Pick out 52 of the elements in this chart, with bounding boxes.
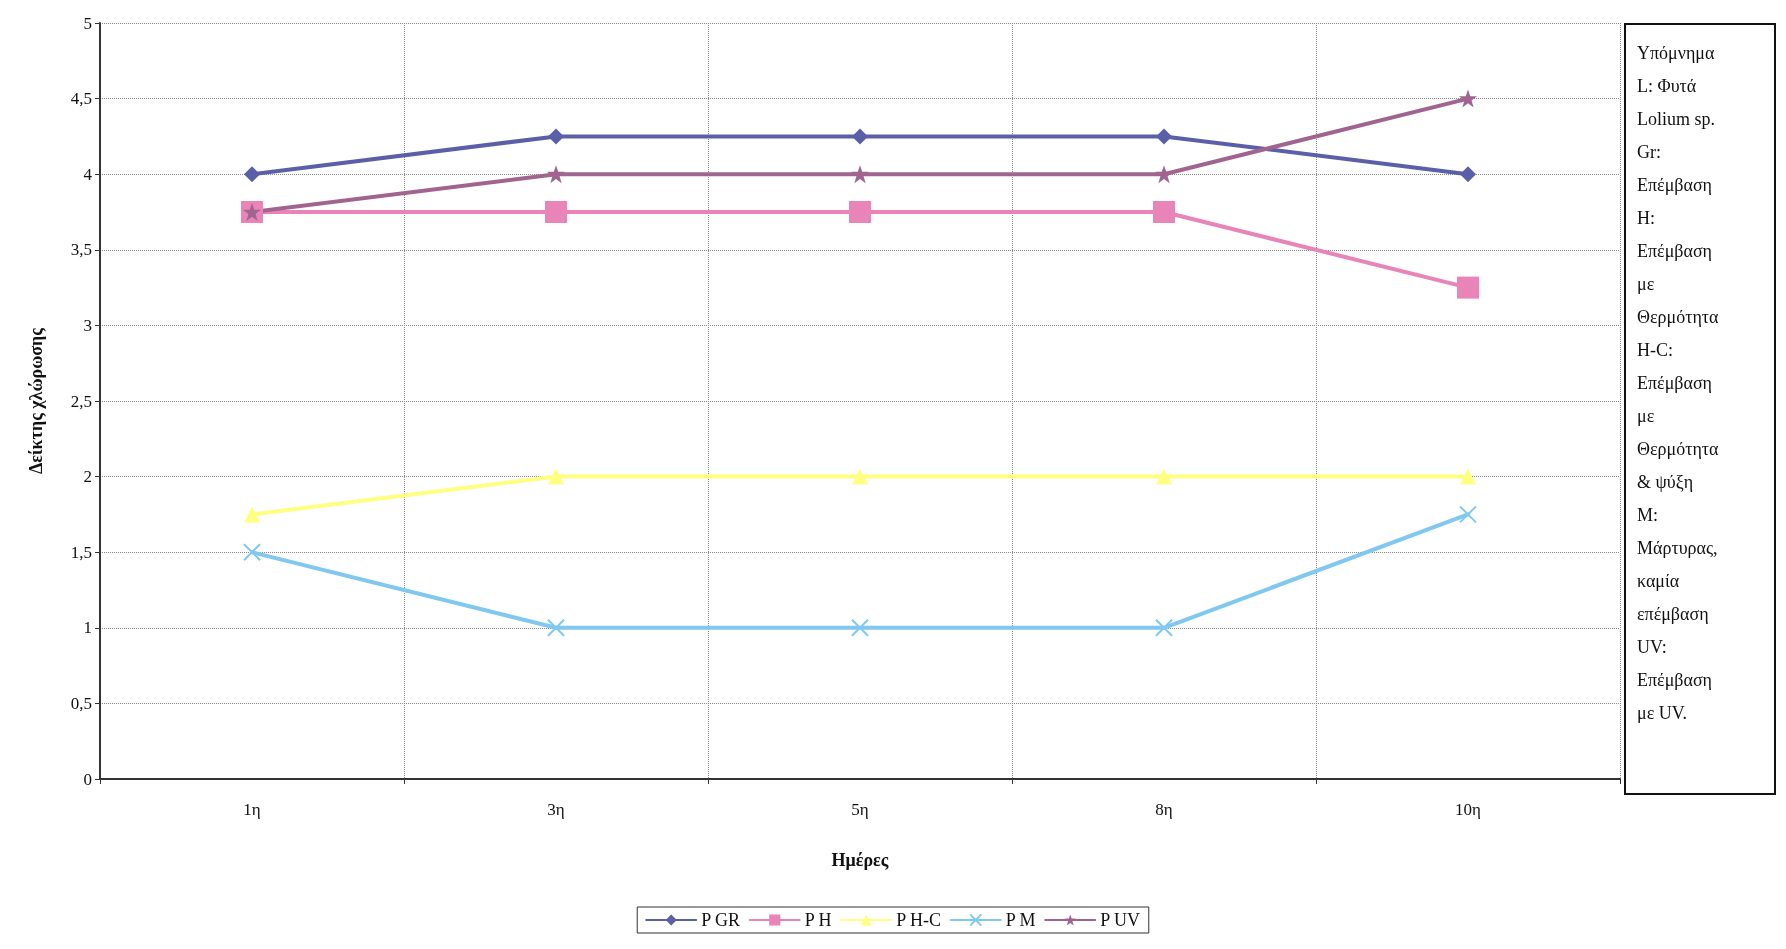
x-tick-label: 10η [1455, 800, 1481, 819]
text: H-C: Επέμβαση με Θερμότητα & ψύξη [1637, 339, 1720, 492]
x-axis-title: Ημέρες [831, 850, 889, 870]
point [1459, 505, 1477, 524]
point [1460, 468, 1476, 485]
text: M: Μάρτυρας, καμία επέμβαση [1637, 504, 1718, 624]
point [548, 468, 564, 485]
point [851, 165, 869, 184]
text: Υπόμνημα [1637, 42, 1715, 63]
legend-label: P H-C [896, 910, 942, 930]
y-tick-label: 4 [83, 164, 93, 184]
x-tick-label: 1η [243, 800, 261, 819]
point [852, 468, 868, 485]
x-tick-label: 3η [547, 800, 565, 819]
x-tick-label: 5η [851, 800, 869, 819]
legend-label: P M [1005, 910, 1036, 930]
text: L: Φυτά Lolium sp. [1637, 75, 1716, 129]
point [1156, 468, 1172, 485]
y-tick-label: 0,5 [70, 693, 92, 713]
y-tick-label: 1,5 [70, 542, 92, 562]
point [545, 201, 567, 223]
y-tick-label: 2,5 [70, 391, 92, 411]
x-tick-label: 8η [1155, 800, 1173, 819]
point [243, 543, 261, 562]
point [1459, 89, 1477, 108]
point [1457, 276, 1479, 299]
text: H: Επέμβαση με Θερμότητα [1637, 207, 1720, 327]
point [851, 618, 869, 637]
y-tick-label: 3,5 [70, 240, 92, 260]
point [1156, 128, 1172, 145]
legend-label: P UV [1100, 910, 1141, 930]
text: Gr: Επέμβαση [1637, 141, 1712, 195]
point [548, 128, 564, 145]
point [547, 165, 565, 184]
point [849, 201, 871, 223]
point [852, 128, 868, 145]
y-tick-label: 1 [83, 618, 92, 638]
point [1460, 166, 1476, 183]
point [1155, 618, 1173, 637]
y-tick-label: 4,5 [70, 89, 92, 109]
point [1153, 201, 1175, 223]
y-axis-title: Δείκτης χλώρωσης [26, 327, 46, 474]
text: UV: Επέμβαση με UV. [1637, 636, 1712, 723]
y-tick-label: 5 [83, 13, 92, 33]
legend-label: P H [804, 910, 832, 930]
point [244, 506, 260, 523]
y-tick-label: 2 [83, 467, 92, 487]
point [244, 166, 260, 183]
y-tick-label: 3 [83, 315, 92, 335]
legend-label: P GR [701, 910, 741, 930]
point [547, 618, 565, 637]
y-tick-label: 0 [83, 769, 92, 789]
